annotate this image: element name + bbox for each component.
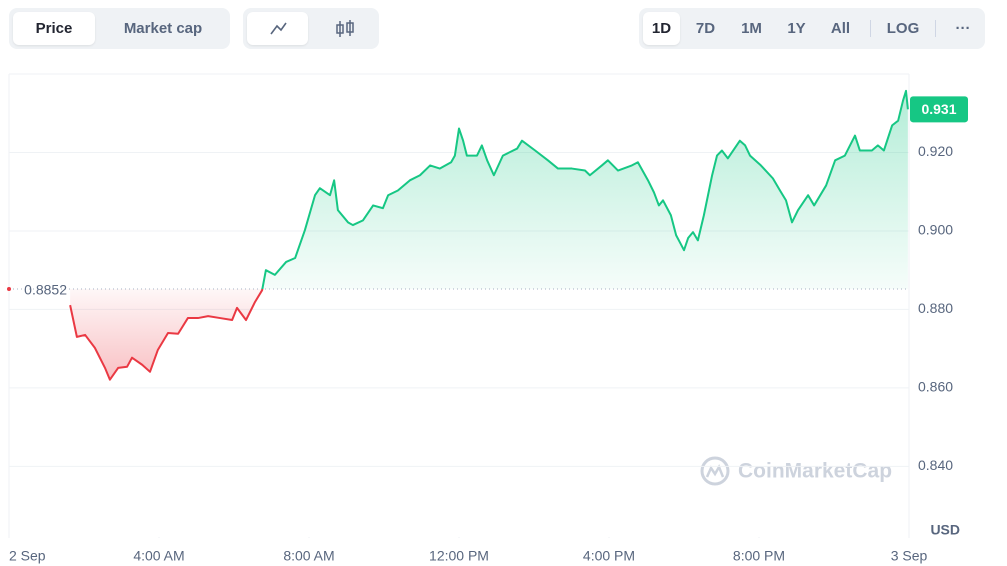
x-tick-label: 8:00 PM — [733, 548, 785, 564]
currency-label: USD — [930, 522, 960, 538]
range-button[interactable]: All — [830, 20, 851, 37]
range-button[interactable]: 7D — [695, 20, 716, 37]
baseline-label: 0.8852 — [24, 282, 67, 298]
price-area — [70, 90, 908, 380]
watermark-text: CoinMarketCap — [738, 460, 892, 483]
price-line — [69, 89, 909, 381]
y-tick-label: 0.900 — [918, 222, 953, 238]
line-style-button[interactable] — [247, 12, 308, 45]
range-button[interactable]: 1Y — [787, 20, 806, 37]
x-tick-label: 8:00 AM — [283, 548, 334, 564]
range-button[interactable]: 1D — [643, 12, 680, 45]
x-tick-label: 2 Sep — [9, 548, 46, 564]
last-price-label: 0.931 — [921, 101, 956, 117]
x-tick-label: 4:00 AM — [133, 548, 184, 564]
y-tick-label: 0.920 — [918, 143, 953, 159]
metric-tabs: Price Market cap — [9, 8, 230, 49]
line-icon — [270, 22, 287, 35]
x-tick-label: 3 Sep — [891, 548, 928, 564]
range-button[interactable]: 1M — [741, 20, 762, 37]
range-tabs: 1D 7D 1M 1Y All LOG ··· — [639, 8, 985, 49]
last-price-box — [910, 96, 968, 123]
baseline-marker — [7, 287, 11, 292]
tab-price[interactable]: Price — [13, 12, 95, 45]
watermark: CoinMarketCap — [700, 456, 892, 486]
y-tick-label: 0.840 — [918, 457, 953, 473]
more-button[interactable]: ··· — [955, 20, 971, 37]
separator — [935, 20, 936, 37]
y-tick-label: 0.880 — [918, 300, 953, 316]
log-button[interactable]: LOG — [886, 20, 920, 37]
chart-style-tabs — [243, 8, 379, 49]
y-tick-label: 0.860 — [918, 379, 953, 395]
x-tick-label: 4:00 PM — [583, 548, 635, 564]
separator — [870, 20, 871, 37]
x-tick-label: 12:00 PM — [429, 548, 489, 564]
candle-style-button[interactable] — [315, 12, 375, 45]
tab-market-cap[interactable]: Market cap — [123, 20, 203, 37]
candle-icon — [336, 20, 354, 37]
